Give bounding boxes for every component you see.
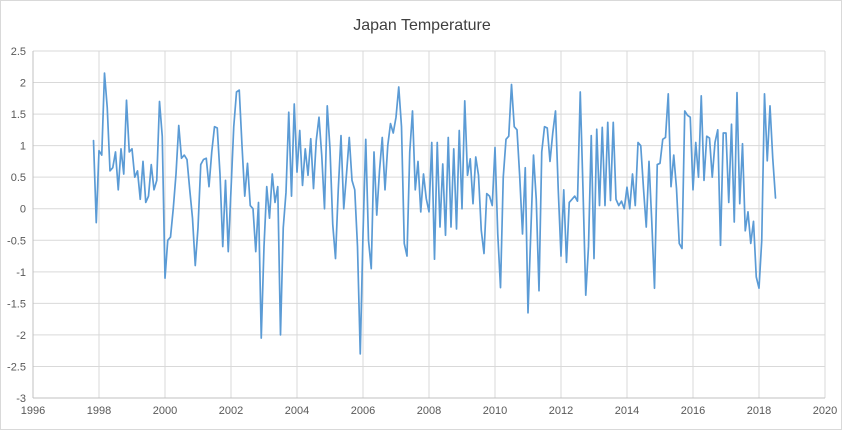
y-tick-label: -1	[16, 267, 26, 279]
x-tick-label: 2006	[351, 405, 375, 417]
x-axis-tick-labels: 1996 1998 2000 2002 2004 2006 2008 2010 2012 2014…	[21, 405, 837, 417]
x-tick-label: 2018	[747, 405, 771, 417]
y-tick-label: -1.5	[7, 298, 26, 310]
y-tick-label: -2	[16, 330, 26, 342]
y-tick-label: 2	[20, 78, 26, 90]
x-tick-label: 1996	[21, 405, 45, 417]
y-tick-label: 0.5	[11, 172, 26, 184]
x-tick-label: 2000	[153, 405, 177, 417]
y-tick-label: -2.5	[7, 361, 26, 373]
y-axis-tick-labels: 2.5 2 1.5 1 0.5 0 -0.5 -1 -1.5 -2 -2.5 -3	[7, 46, 26, 405]
temperature-line-series	[92, 72, 777, 355]
y-tick-label: 1.5	[11, 109, 26, 121]
y-tick-label: -0.5	[7, 235, 26, 247]
y-tick-label: 2.5	[11, 46, 26, 58]
y-tick-label: 1	[20, 141, 26, 153]
x-tick-label: 2020	[813, 405, 837, 417]
gridlines	[33, 50, 826, 398]
x-tick-label: 1998	[87, 405, 111, 417]
chart-title: Japan Temperature	[353, 17, 491, 34]
x-tick-label: 2010	[483, 405, 507, 417]
x-tick-label: 2014	[615, 405, 639, 417]
y-tick-label: -3	[16, 393, 26, 405]
x-tick-label: 2008	[417, 405, 441, 417]
x-tick-label: 2002	[219, 405, 243, 417]
x-tick-label: 2012	[549, 405, 573, 417]
x-tick-label: 2016	[681, 405, 705, 417]
x-tick-label: 2004	[285, 405, 309, 417]
axis-lines	[32, 51, 825, 399]
y-tick-label: 0	[20, 204, 26, 216]
